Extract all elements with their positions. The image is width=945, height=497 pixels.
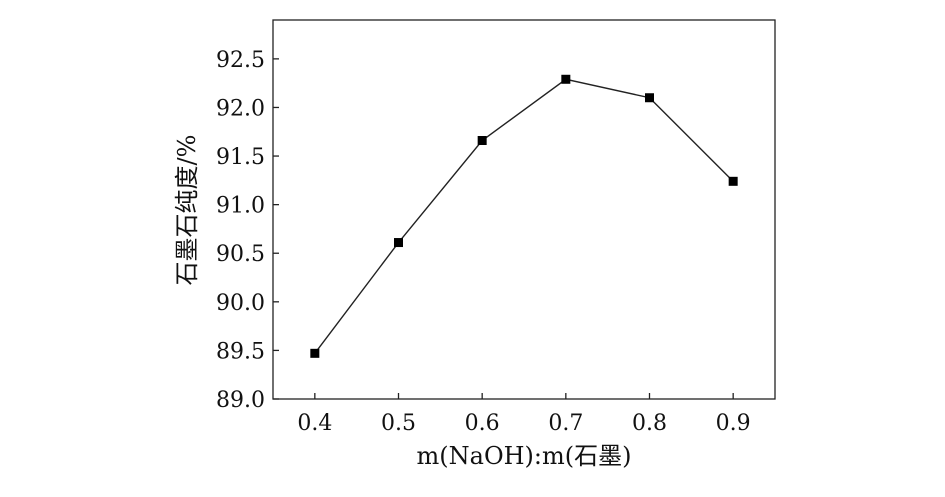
x-tick-label: 0.7: [548, 411, 583, 436]
x-axis-title: m(NaOH):m(石墨): [417, 442, 632, 470]
data-point-marker: [477, 136, 487, 146]
x-axis-ticks: 0.4 0.5 0.6 0.7 0.8 0.9: [297, 393, 751, 436]
y-tick-label: 90.0: [216, 291, 265, 316]
data-point-marker: [645, 93, 654, 103]
x-tick-label: 0.4: [297, 411, 332, 436]
data-point-marker: [561, 74, 571, 84]
y-axis-title: 石墨石纯度/%: [173, 135, 201, 286]
x-tick-label: 0.5: [381, 411, 416, 436]
x-tick-label: 0.8: [632, 411, 667, 436]
y-tick-label: 89.0: [216, 388, 265, 413]
data-point-marker: [310, 348, 320, 358]
y-tick-label: 89.5: [216, 339, 265, 364]
y-tick-label: 92.5: [216, 48, 265, 73]
y-tick-label: 91.0: [216, 194, 265, 219]
x-tick-label: 0.9: [716, 411, 751, 436]
series-group: [310, 74, 738, 358]
y-tick-label: 90.5: [216, 242, 265, 267]
y-tick-label: 91.5: [216, 145, 265, 170]
y-axis-ticks: 89.0 89.5 90.0 90.5 91.0 91.5 92.0 92.5: [216, 48, 279, 413]
data-point-marker: [728, 176, 738, 186]
x-tick-label: 0.6: [465, 411, 500, 436]
plot-frame: [272, 19, 776, 400]
series-line: [314, 78, 734, 354]
y-tick-label: 92.0: [216, 96, 265, 121]
data-point-marker: [394, 238, 403, 248]
